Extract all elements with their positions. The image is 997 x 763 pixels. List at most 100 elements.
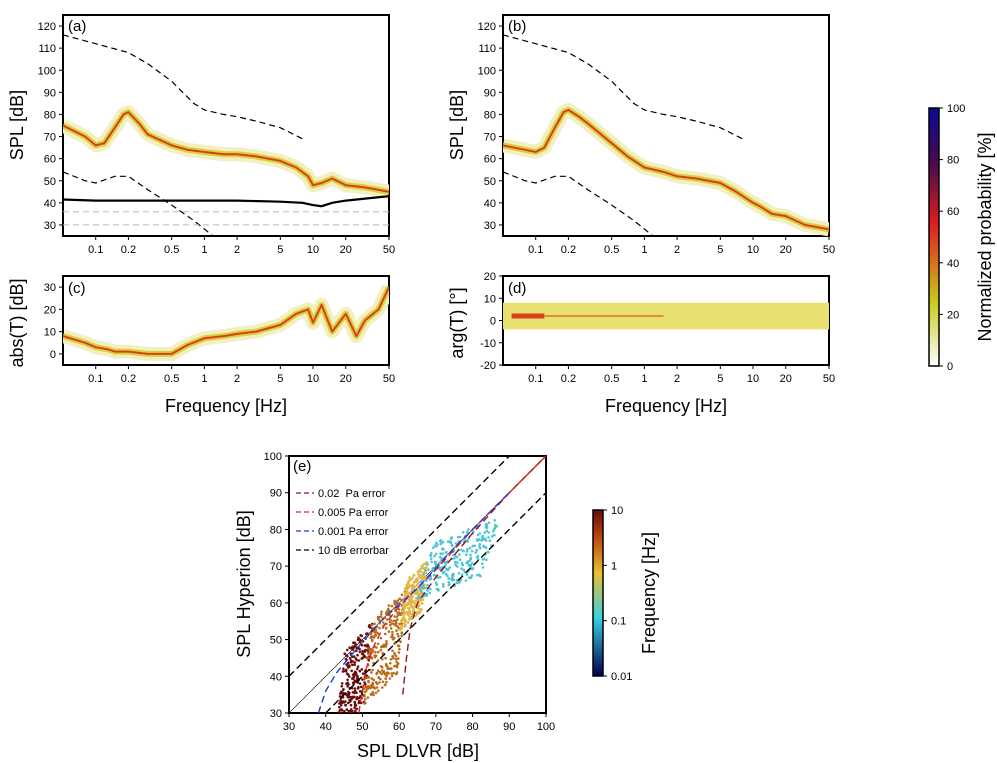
- panel-e-cloud-3-point: [436, 576, 440, 580]
- panel-e-cloud-3-point: [428, 578, 431, 581]
- panel-b-series-dashed-upper: [503, 34, 743, 140]
- panel-b-xtick-label: 10: [747, 244, 759, 256]
- panel-e-cloud-0-point: [352, 672, 356, 676]
- panel-e-cloud-1-point: [363, 702, 366, 705]
- panel-e-cloud-3-point: [447, 583, 451, 587]
- panel-a-ytick-label: 50: [44, 176, 56, 188]
- panel-e-cloud-1-point: [373, 654, 377, 657]
- panel-e-cloud-3-point: [426, 563, 429, 566]
- panel-e-cloud-2-point: [407, 601, 410, 605]
- panel-e-cloud-3-point: [436, 543, 439, 546]
- panel-e-cloud-2-point: [406, 582, 410, 586]
- panel-e-cloud-1-point: [380, 672, 383, 676]
- panel-b-xtick-label: 1: [641, 244, 647, 256]
- panel-e-cloud-2-point: [407, 580, 410, 584]
- panel-e-cloud-1-point: [373, 687, 377, 690]
- panel-e-cloud-3-point: [428, 587, 432, 591]
- colorbar-probability-ticks-tick-label: 0: [947, 361, 953, 373]
- panel-e-cloud-1-point: [367, 652, 370, 656]
- panel-e-cloud-1-point: [398, 597, 402, 600]
- panel-e-cloud-1-point: [396, 611, 399, 615]
- panel-e-cloud-3-point: [481, 562, 484, 565]
- panel-e-cloud-3-point: [442, 585, 445, 588]
- panel-c-marks: [63, 284, 389, 361]
- panel-e-cloud-1-point: [381, 657, 384, 661]
- panel-e-cloud-0-point: [361, 649, 364, 653]
- panel-e-cloud-3-point: [493, 519, 497, 522]
- panel-b-ytick-label: 70: [484, 132, 496, 144]
- panel-e-cloud-3-point: [427, 568, 430, 571]
- panel-e-cloud-3-point: [493, 527, 496, 531]
- panel-e-ytick-label: 50: [270, 635, 282, 647]
- panel-e-cloud-1-point: [377, 650, 380, 654]
- panel-e-cloud-3-point: [438, 575, 442, 579]
- panel-a-xtick-label: 10: [307, 244, 319, 256]
- legend-label-2: 0.001 Pa error: [318, 526, 389, 538]
- panel-e-cloud-2-point: [407, 597, 411, 601]
- panel-e-cloud-1-point: [400, 634, 404, 638]
- panel-e-cloud-0-point: [338, 695, 342, 698]
- panel-e-cloud-0-point: [340, 722, 343, 725]
- panel-e-cloud-2-point: [421, 564, 424, 567]
- panel-e-cloud-3-point: [450, 536, 454, 539]
- panel-e-cloud-1-point: [380, 610, 383, 614]
- panel-e-legend: 0.02 Pa error 0.005 Pa error 0.001 Pa er…: [296, 488, 389, 557]
- panel-e-cloud-3-point: [451, 576, 454, 579]
- panel-e-cloud-1-point: [384, 656, 387, 660]
- panel-e-cloud-1-point: [376, 632, 380, 635]
- panel-e-cloud-3-point: [452, 574, 455, 577]
- panel-a-xtick-label: 0.1: [88, 244, 103, 256]
- panel-e-cloud-2-point: [424, 571, 428, 575]
- panel-e-cloud-3-point: [470, 549, 474, 553]
- panel-e-cloud-3-point: [452, 578, 455, 582]
- panel-c-xtick-label: 1: [201, 373, 207, 385]
- panel-e-cloud-1-point: [375, 646, 378, 649]
- panel-e-cloud-2-point: [409, 616, 412, 619]
- panel-a-ytick-label: 120: [38, 21, 56, 33]
- colorbar-probability-gradient: [928, 107, 940, 367]
- panel-e-cloud-2-point: [404, 619, 408, 623]
- panel-e-cloud-2-point: [417, 569, 421, 573]
- panel-e-cloud-1-point: [388, 677, 392, 680]
- panel-e-cloud-1-point: [395, 660, 399, 664]
- panel-e-cloud-1-point: [394, 624, 398, 627]
- panel-e-series-2: [317, 492, 510, 713]
- panel-e-cloud-3-point: [453, 557, 456, 560]
- panel-e-cloud-0-point: [353, 706, 356, 710]
- panel-e-cloud-0-point: [352, 641, 355, 644]
- panel-e-cloud-3-point: [483, 537, 487, 541]
- panel-e-cloud-2-point: [417, 573, 420, 576]
- panel-e-cloud-3-point: [477, 558, 480, 561]
- panel-e-cloud-1-point: [397, 644, 401, 648]
- panel-e-cloud-1-point: [369, 636, 373, 639]
- panel-e-cloud-0-point: [346, 711, 350, 713]
- panel-e-cloud-1-point: [389, 661, 392, 665]
- panel-e-cloud-0-point: [351, 691, 355, 694]
- panel-e-cloud-0-point: [361, 672, 365, 675]
- panel-e-cloud-1-point: [366, 696, 370, 699]
- colorbar-probability-ticks-tick-label: 40: [947, 258, 959, 270]
- panel-e-cloud-2-point: [419, 570, 423, 574]
- panel-e-cloud-0-point: [358, 682, 362, 685]
- panel-e-cloud-3-point: [476, 533, 480, 537]
- panel-e-cloud-0-point: [338, 723, 341, 726]
- panel-e-cloud-0-point: [355, 691, 358, 694]
- panel-e-cloud-3-point: [475, 548, 479, 552]
- panel-e-cloud-2-point: [414, 580, 418, 584]
- panel-b-series-dashed-lower: [503, 171, 654, 236]
- panel-e-cloud-0-point: [335, 729, 338, 732]
- panel-e-cloud-1-point: [379, 615, 383, 619]
- panel-e-cloud-3-point: [462, 549, 465, 553]
- panel-e-cloud-1-point: [390, 635, 393, 639]
- panel-e-cloud-1-point: [379, 636, 383, 640]
- panel-b-ytick-label: 120: [478, 21, 496, 33]
- panel-e-cloud-3-point: [468, 546, 472, 550]
- panel-e-cloud-1-point: [378, 626, 381, 630]
- panel-e-cloud-3-point: [453, 560, 457, 564]
- panel-e-cloud-3-point: [480, 539, 483, 542]
- panel-a-ytick-label: 70: [44, 132, 56, 144]
- panel-e-cloud-0-point: [356, 696, 359, 699]
- panel-b-marks: [503, 34, 829, 236]
- panel-e-cloud-0-point: [348, 695, 352, 699]
- panel-e-cloud-3-point: [430, 560, 433, 564]
